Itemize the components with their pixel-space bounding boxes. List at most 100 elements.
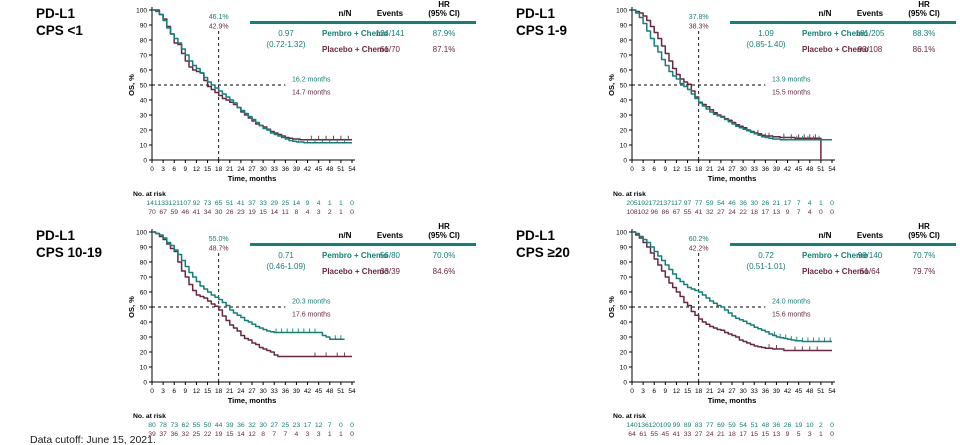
col-header-hr: HR (95% CI) — [892, 0, 956, 21]
col-header-nN: n/N — [818, 231, 832, 241]
legend-placebo: Placebo + Chemo — [802, 45, 869, 55]
svg-text:38.3%: 38.3% — [689, 24, 709, 31]
panel-title-line1: PD-L1 — [36, 6, 76, 21]
header-rule — [730, 243, 956, 247]
svg-text:73: 73 — [204, 200, 212, 207]
svg-text:17: 17 — [762, 209, 770, 216]
svg-text:13: 13 — [773, 431, 781, 438]
svg-text:16.2 months: 16.2 months — [292, 77, 331, 84]
svg-text:90: 90 — [620, 22, 628, 29]
svg-text:107: 107 — [180, 200, 192, 207]
svg-text:108: 108 — [626, 209, 638, 216]
svg-text:12: 12 — [193, 388, 201, 395]
svg-text:55.0%: 55.0% — [209, 236, 229, 243]
svg-text:20: 20 — [140, 127, 148, 134]
svg-text:69: 69 — [717, 422, 725, 429]
placebo-nN: 51/64 — [859, 267, 881, 277]
panel-title-line2: CPS <1 — [36, 22, 83, 38]
svg-text:9: 9 — [786, 209, 790, 216]
svg-text:54: 54 — [828, 388, 836, 395]
svg-text:15: 15 — [684, 388, 692, 395]
hr-ci: (0.51-1.01) — [746, 261, 786, 271]
svg-text:37: 37 — [159, 431, 167, 438]
svg-text:50: 50 — [140, 304, 148, 311]
annotations: 46.1% 42.9% 16.2 months 14.7 months — [209, 14, 331, 97]
spacer — [730, 222, 802, 243]
svg-text:40: 40 — [140, 97, 148, 104]
svg-text:45: 45 — [795, 166, 803, 173]
panel-title-line1: PD-L1 — [516, 228, 556, 243]
svg-text:30: 30 — [620, 112, 628, 119]
svg-text:40: 40 — [620, 97, 628, 104]
hr-value: 0.97 (0.72-1.32) — [250, 29, 322, 54]
svg-text:Time, months: Time, months — [228, 174, 277, 183]
svg-text:61: 61 — [639, 431, 647, 438]
svg-text:32: 32 — [182, 431, 190, 438]
legend-pembro: Pembro + Chemo — [322, 251, 389, 261]
svg-text:8: 8 — [261, 431, 265, 438]
svg-text:3: 3 — [317, 209, 321, 216]
svg-text:No. at risk: No. at risk — [613, 191, 646, 198]
svg-text:64: 64 — [628, 431, 636, 438]
data-cutoff-note: Data cutoff: June 15, 2021. — [30, 434, 156, 445]
svg-text:33: 33 — [751, 166, 759, 173]
legend-placebo: Placebo + Chemo — [322, 267, 389, 277]
svg-text:6: 6 — [652, 166, 656, 173]
svg-text:9: 9 — [184, 388, 188, 395]
hr-header-line1: HR — [438, 222, 450, 231]
svg-text:21: 21 — [226, 166, 234, 173]
svg-text:54: 54 — [348, 166, 356, 173]
svg-text:78: 78 — [159, 422, 167, 429]
svg-text:0: 0 — [630, 388, 634, 395]
panel-title-line1: PD-L1 — [36, 228, 76, 243]
svg-text:22: 22 — [204, 431, 212, 438]
svg-text:30: 30 — [259, 166, 267, 173]
svg-text:40: 40 — [140, 319, 148, 326]
header-rule — [730, 21, 956, 25]
svg-text:48: 48 — [326, 166, 334, 173]
svg-text:0: 0 — [830, 209, 834, 216]
svg-text:60: 60 — [620, 289, 628, 296]
svg-text:11: 11 — [282, 209, 289, 216]
reference-dashes — [632, 31, 766, 160]
pembro-events: 88.3% — [912, 29, 936, 39]
svg-text:51: 51 — [337, 388, 345, 395]
svg-text:15: 15 — [684, 166, 692, 173]
svg-text:3: 3 — [161, 166, 165, 173]
svg-text:19: 19 — [795, 422, 803, 429]
pembro-events: 87.9% — [432, 29, 456, 39]
svg-text:48: 48 — [762, 422, 770, 429]
svg-text:90: 90 — [140, 244, 148, 251]
svg-text:1: 1 — [328, 431, 332, 438]
svg-text:54: 54 — [739, 422, 747, 429]
legend-placebo: Placebo + Chemo — [802, 267, 869, 277]
svg-text:48.7%: 48.7% — [209, 246, 229, 253]
svg-text:30: 30 — [140, 112, 148, 119]
svg-text:4: 4 — [306, 209, 310, 216]
svg-text:18: 18 — [215, 388, 223, 395]
svg-text:12: 12 — [315, 422, 323, 429]
svg-text:39: 39 — [148, 431, 156, 438]
col-header-nN: n/N — [818, 9, 832, 19]
svg-text:20: 20 — [620, 127, 628, 134]
svg-text:21: 21 — [706, 166, 714, 173]
svg-text:86: 86 — [662, 209, 670, 216]
svg-text:50: 50 — [140, 82, 148, 89]
svg-text:42: 42 — [784, 166, 792, 173]
hr-header-line2: (95% CI) — [908, 231, 940, 241]
svg-text:12: 12 — [193, 166, 201, 173]
svg-text:3: 3 — [317, 431, 321, 438]
svg-text:27: 27 — [728, 388, 736, 395]
col-header-events: Events — [856, 9, 884, 19]
svg-text:80: 80 — [140, 259, 148, 266]
km-curve-pembro — [152, 231, 345, 341]
pembro-events: 70.0% — [432, 251, 456, 261]
svg-text:5: 5 — [797, 431, 801, 438]
svg-text:65: 65 — [215, 200, 223, 207]
svg-text:100: 100 — [616, 229, 627, 236]
